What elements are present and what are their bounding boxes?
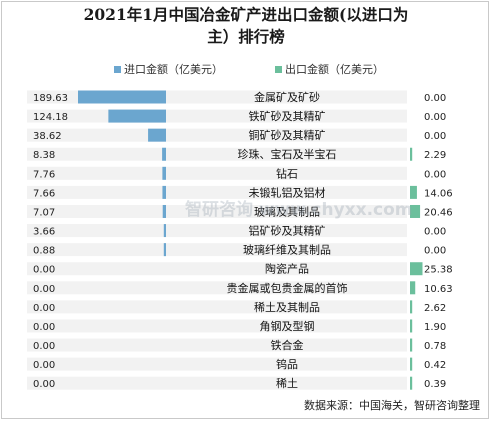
- row-band: [27, 147, 407, 161]
- legend-export-swatch: [275, 65, 282, 73]
- import-value-label: 0.00: [33, 284, 55, 295]
- export-bar: [410, 204, 421, 218]
- export-bar: [410, 262, 423, 276]
- export-value-label: 0.39: [424, 379, 446, 390]
- category-label: 角钢及型钢: [260, 319, 315, 333]
- import-bar: [148, 128, 166, 142]
- category-label: 铝矿砂及其精矿: [249, 224, 326, 238]
- category-label: 贵金属或包贵金属的首饰: [227, 281, 348, 295]
- category-label: 稀土: [276, 377, 298, 390]
- row-band: [27, 262, 407, 276]
- import-value-label: 0.00: [33, 303, 55, 314]
- export-value-label: 0.00: [424, 169, 446, 180]
- category-label: 玻璃及其制品: [254, 204, 320, 218]
- row-band: [27, 109, 407, 123]
- watermark: 智研咨询 www.chyxx.com: [185, 199, 413, 220]
- chart-title: 2021年1月中国冶金矿产进出口金额(以进口为 主）排行榜: [10, 4, 482, 48]
- category-label: 珍珠、宝石及半宝石: [238, 147, 337, 161]
- export-bar: [410, 319, 413, 333]
- export-bar: [410, 147, 413, 161]
- category-label: 未锻轧铝及铝材: [249, 185, 326, 199]
- import-value-label: 0.00: [33, 265, 55, 276]
- legend-import: 进口金额（亿美元）: [114, 61, 223, 77]
- row-band: [27, 166, 407, 180]
- category-label: 铁矿砂及其精矿: [249, 110, 326, 123]
- export-bar: [410, 338, 413, 352]
- export-value-label: 20.46: [424, 207, 453, 218]
- export-bar: [410, 357, 413, 371]
- import-value-label: 7.76: [33, 169, 55, 180]
- source-note: 数据来源：中国海关，智研咨询整理: [304, 399, 480, 412]
- import-bar: [162, 166, 166, 180]
- legend: 进口金额（亿美元） 出口金额（亿美元）: [0, 61, 492, 77]
- category-label: 钨品: [276, 358, 298, 371]
- export-bar: [410, 281, 416, 295]
- export-value-label: 2.62: [424, 303, 446, 314]
- import-value-label: 124.18: [33, 112, 68, 123]
- export-value-label: 0.42: [424, 360, 446, 371]
- export-bar: [410, 300, 413, 314]
- row-band: [27, 338, 407, 352]
- import-bar: [162, 147, 166, 161]
- import-value-label: 189.63: [33, 93, 68, 104]
- import-value-label: 3.66: [33, 227, 55, 238]
- chart-title-line-2: 主）排行榜: [207, 27, 285, 46]
- row-band: [27, 243, 407, 257]
- import-bar: [163, 243, 166, 257]
- row-band: [27, 376, 407, 390]
- import-value-label: 0.00: [33, 341, 55, 352]
- legend-export-label: 出口金额（亿美元）: [285, 63, 384, 76]
- import-value-label: 0.88: [33, 246, 55, 257]
- row-band: [27, 204, 407, 218]
- export-value-label: 0.00: [424, 246, 446, 257]
- export-value-label: 2.29: [424, 150, 446, 161]
- import-value-label: 0.00: [33, 379, 55, 390]
- export-value-label: 0.78: [424, 341, 446, 352]
- import-value-label: 7.66: [33, 188, 55, 199]
- export-value-label: 10.63: [424, 284, 453, 295]
- export-value-label: 1.90: [424, 322, 446, 333]
- row-band: [27, 319, 407, 333]
- import-value-label: 0.00: [33, 322, 55, 333]
- import-value-label: 38.62: [33, 131, 62, 142]
- category-label: 玻璃纤维及其制品: [243, 243, 331, 257]
- import-bar: [162, 185, 166, 199]
- import-value-label: 7.07: [33, 207, 55, 218]
- import-bar: [163, 224, 166, 238]
- export-value-label: 0.00: [424, 93, 446, 104]
- legend-import-swatch: [114, 65, 121, 73]
- row-band: [27, 185, 407, 199]
- import-bar: [108, 109, 166, 123]
- import-value-label: 0.00: [33, 360, 55, 371]
- import-bar: [78, 90, 166, 104]
- category-label: 陶瓷产品: [265, 262, 309, 276]
- category-label: 铜矿砂及其精矿: [249, 128, 326, 142]
- legend-import-label: 进口金额（亿美元）: [124, 63, 223, 76]
- category-label: 稀土及其制品: [254, 301, 320, 314]
- import-bar: [162, 204, 166, 218]
- export-value-label: 0.00: [424, 112, 446, 123]
- row-band: [27, 357, 407, 371]
- export-value-label: 14.06: [424, 188, 453, 199]
- row-band: [27, 224, 407, 238]
- category-label: 钻石: [276, 166, 298, 180]
- legend-export: 出口金额（亿美元）: [275, 61, 384, 77]
- import-value-label: 8.38: [33, 150, 55, 161]
- export-value-label: 0.00: [424, 227, 446, 238]
- export-bar: [410, 376, 413, 390]
- category-label: 金属矿及矿砂: [254, 90, 320, 104]
- export-bar: [410, 185, 417, 199]
- row-band: [27, 281, 407, 295]
- export-value-label: 25.38: [424, 265, 453, 276]
- chart-title-line-1: 2021年1月中国冶金矿产进出口金额(以进口为: [83, 5, 409, 24]
- row-band: [27, 128, 407, 142]
- category-label: 铁合金: [271, 338, 304, 352]
- row-band: [27, 300, 407, 314]
- export-value-label: 0.00: [424, 131, 446, 142]
